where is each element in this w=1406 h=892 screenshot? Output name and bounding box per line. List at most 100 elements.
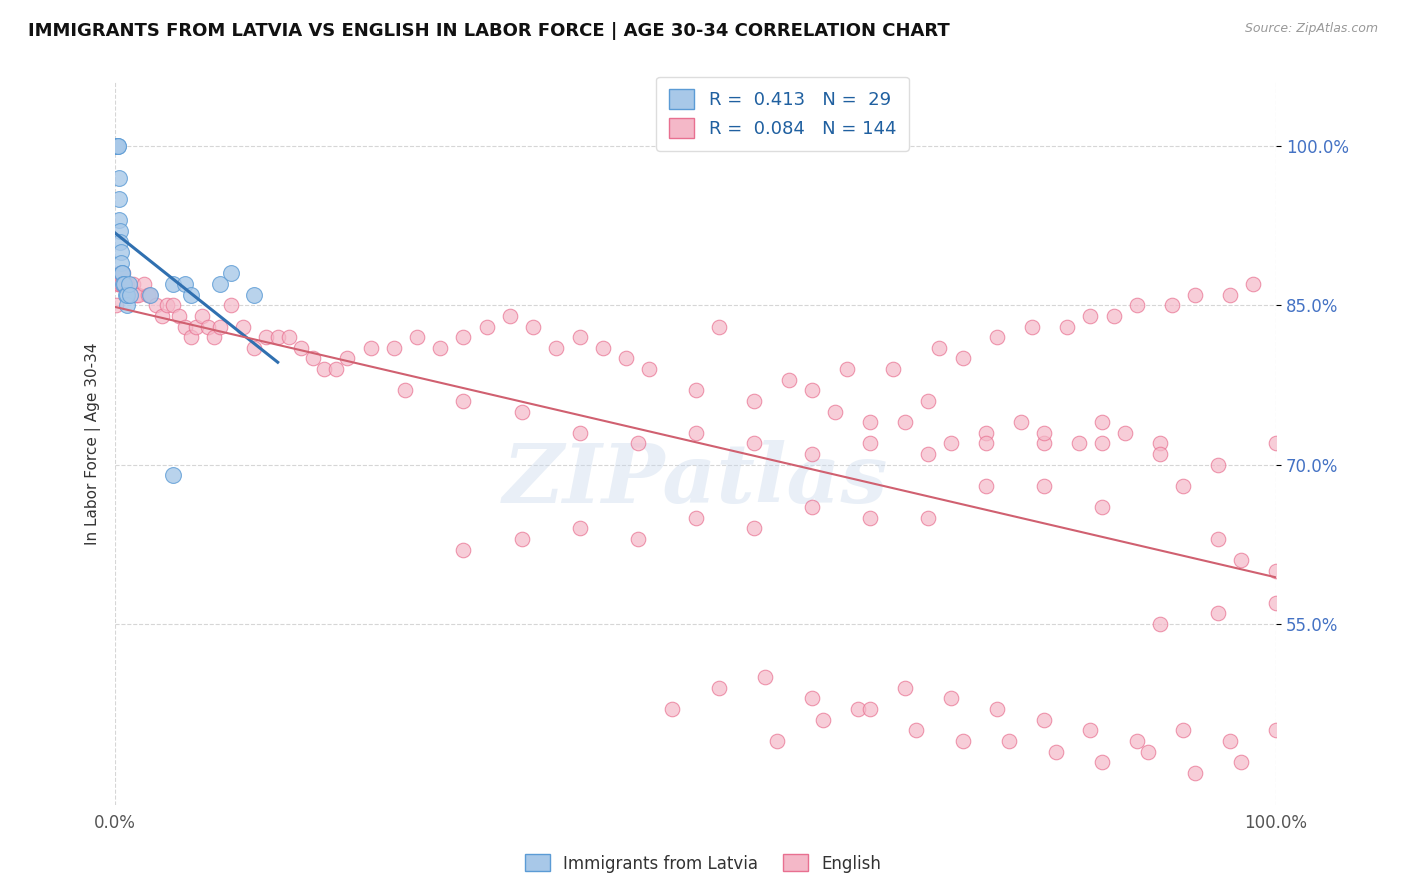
- Point: [394, 384, 416, 398]
- Point: [110, 256, 132, 270]
- Point: [1032, 713, 1054, 727]
- Point: [127, 287, 149, 301]
- Point: [180, 287, 202, 301]
- Point: [626, 436, 648, 450]
- Text: Source: ZipAtlas.com: Source: ZipAtlas.com: [1244, 22, 1378, 36]
- Point: [592, 341, 614, 355]
- Point: [115, 298, 138, 312]
- Point: [928, 341, 950, 355]
- Point: [219, 298, 242, 312]
- Legend: R =  0.413   N =  29, R =  0.084   N = 144: R = 0.413 N = 29, R = 0.084 N = 144: [657, 77, 908, 151]
- Point: [568, 425, 591, 440]
- Point: [1206, 607, 1229, 621]
- Point: [824, 404, 846, 418]
- Point: [382, 341, 405, 355]
- Point: [112, 267, 135, 281]
- Point: [1265, 596, 1288, 610]
- Point: [939, 691, 962, 706]
- Point: [510, 404, 533, 418]
- Point: [952, 351, 974, 366]
- Point: [754, 670, 776, 684]
- Point: [1091, 755, 1114, 769]
- Point: [800, 447, 823, 461]
- Point: [1010, 415, 1032, 429]
- Point: [742, 436, 765, 450]
- Point: [998, 734, 1021, 748]
- Point: [429, 341, 451, 355]
- Point: [1032, 436, 1054, 450]
- Point: [114, 277, 136, 291]
- Point: [1219, 734, 1241, 748]
- Point: [800, 500, 823, 515]
- Point: [859, 415, 882, 429]
- Point: [360, 341, 382, 355]
- Point: [1056, 319, 1078, 334]
- Point: [191, 309, 214, 323]
- Point: [707, 319, 730, 334]
- Point: [105, 298, 128, 312]
- Point: [766, 734, 789, 748]
- Point: [173, 319, 195, 334]
- Point: [800, 691, 823, 706]
- Point: [614, 351, 637, 366]
- Point: [186, 319, 208, 334]
- Point: [1149, 447, 1171, 461]
- Point: [1265, 436, 1288, 450]
- Point: [1184, 765, 1206, 780]
- Point: [406, 330, 429, 344]
- Point: [1126, 298, 1149, 312]
- Point: [105, 139, 128, 153]
- Point: [1265, 723, 1288, 738]
- Point: [986, 702, 1008, 716]
- Point: [905, 723, 928, 738]
- Point: [453, 542, 475, 557]
- Point: [1265, 564, 1288, 578]
- Text: IMMIGRANTS FROM LATVIA VS ENGLISH IN LABOR FORCE | AGE 30-34 CORRELATION CHART: IMMIGRANTS FROM LATVIA VS ENGLISH IN LAB…: [28, 22, 950, 40]
- Point: [290, 341, 312, 355]
- Point: [105, 139, 128, 153]
- Point: [952, 734, 974, 748]
- Point: [156, 298, 179, 312]
- Point: [107, 213, 129, 227]
- Point: [162, 277, 184, 291]
- Point: [568, 521, 591, 535]
- Point: [134, 277, 156, 291]
- Point: [118, 277, 141, 291]
- Point: [1021, 319, 1043, 334]
- Point: [114, 287, 136, 301]
- Point: [1206, 458, 1229, 472]
- Point: [1219, 287, 1241, 301]
- Point: [114, 277, 136, 291]
- Point: [974, 436, 997, 450]
- Point: [107, 192, 129, 206]
- Point: [162, 468, 184, 483]
- Point: [1160, 298, 1182, 312]
- Point: [145, 298, 167, 312]
- Point: [859, 510, 882, 524]
- Point: [325, 362, 347, 376]
- Point: [917, 510, 939, 524]
- Point: [568, 330, 591, 344]
- Point: [278, 330, 301, 344]
- Point: [882, 362, 904, 376]
- Point: [150, 309, 173, 323]
- Point: [105, 139, 128, 153]
- Point: [453, 393, 475, 408]
- Point: [800, 384, 823, 398]
- Point: [859, 436, 882, 450]
- Point: [778, 373, 800, 387]
- Point: [219, 267, 242, 281]
- Point: [661, 702, 683, 716]
- Point: [107, 277, 129, 291]
- Point: [110, 277, 132, 291]
- Text: ZIPatlas: ZIPatlas: [503, 440, 889, 519]
- Point: [180, 330, 202, 344]
- Point: [139, 287, 162, 301]
- Point: [1206, 532, 1229, 546]
- Point: [859, 702, 882, 716]
- Point: [742, 393, 765, 408]
- Point: [1091, 500, 1114, 515]
- Point: [1032, 479, 1054, 493]
- Point: [120, 287, 142, 301]
- Point: [499, 309, 522, 323]
